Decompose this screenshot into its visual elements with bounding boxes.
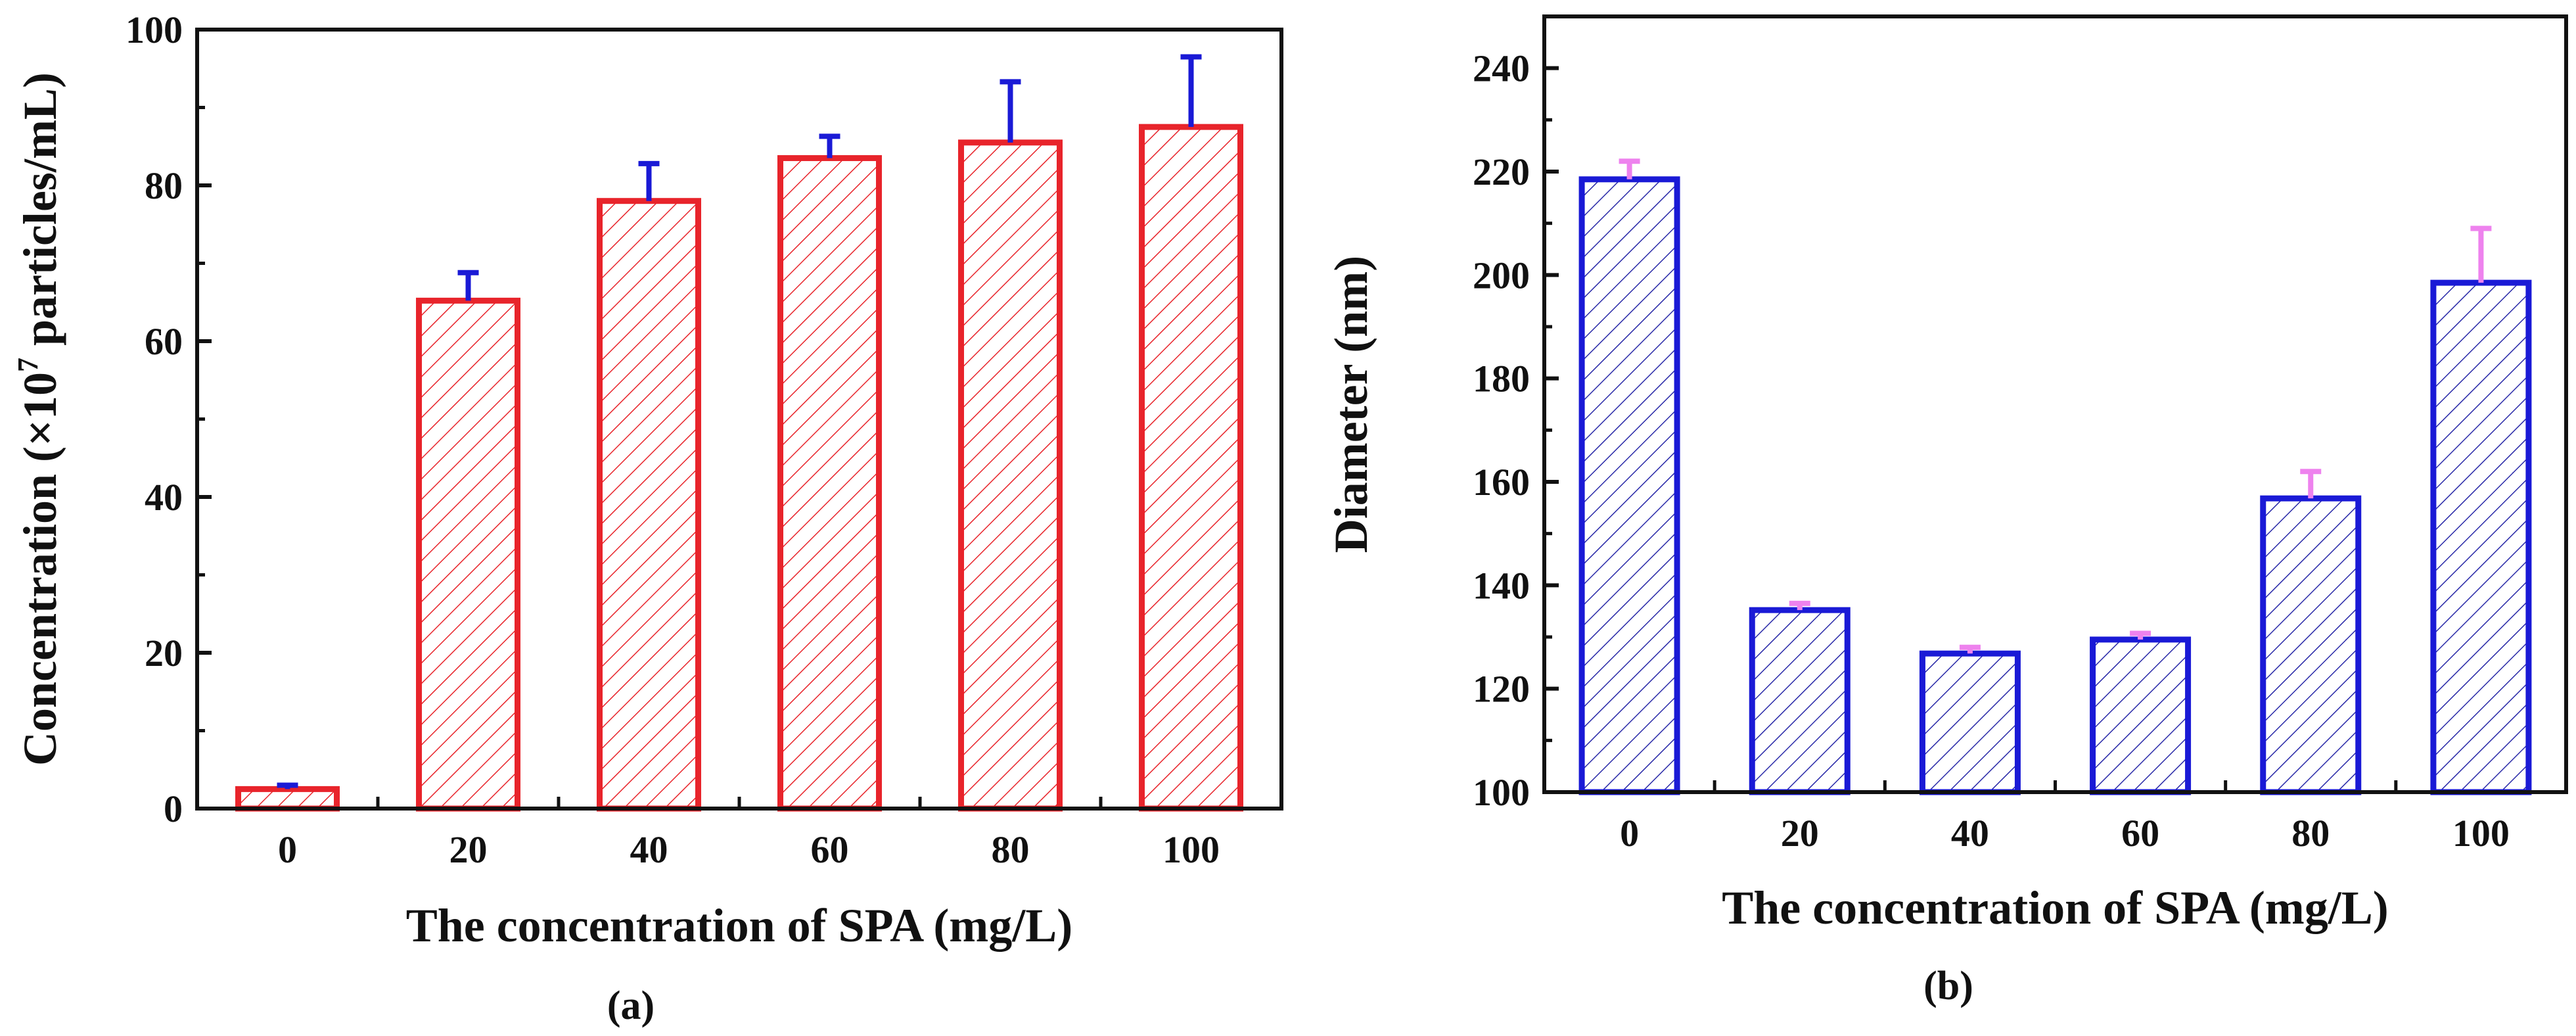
y-axis-title-sup: 7 [12,358,44,372]
x-tick-label-a-100: 100 [1162,828,1220,871]
panel-b: 100 120 140 160 180 200 220 240 0 20 40 60 80 100 The … [1288,0,2576,1036]
y-tick-label-b-140: 140 [1473,564,1530,607]
x-tick-label-a-80: 80 [992,828,1030,871]
x-tick-label-b-40: 40 [1951,812,1989,855]
bar-b-40 [1919,650,2021,795]
y-tick-label-b-160: 160 [1473,461,1530,504]
y-tick-label-b-220: 220 [1473,151,1530,193]
y-axis-title-b: Diameter (nm) [1325,256,1377,553]
x-tick-label-b-0: 0 [1620,812,1639,855]
bar-b-20 [1749,607,1851,795]
panel-label-b: (b) [1923,964,1973,1008]
bar-a-40 [597,198,701,812]
y-axis-title-rest: particles/mL) [14,72,66,358]
bar-a-60 [777,155,882,812]
y-tick-label-a-100: 100 [126,9,183,51]
y-axis-title-main: Concentration (×10 [14,372,66,766]
panel-a: 0 20 40 60 80 100 0 20 40 60 80 100 The concentratio… [12,9,1283,1028]
chart-b: 100 120 140 160 180 200 220 240 0 20 40 60 80 100 The … [1325,14,2568,1008]
bar-a-80 [958,139,1063,812]
y-tick-label-b-200: 200 [1473,254,1530,296]
bar-a-20 [416,297,520,812]
y-axis-title-a: Concentration (×107 particles/mL) [12,72,66,766]
y-tick-label-a-60: 60 [145,320,183,363]
x-axis-title-a: The concentration of SPA (mg/L) [406,899,1073,952]
x-axis-title-b: The concentration of SPA (mg/L) [1722,882,2389,934]
chart-a: 0 20 40 60 80 100 0 20 40 60 80 100 The concentratio… [12,9,1283,1028]
y-tick-label-a-40: 40 [145,476,183,519]
bar-b-0 [1578,176,1680,795]
x-tick-label-b-20: 20 [1781,812,1819,855]
y-tick-label-a-80: 80 [145,164,183,207]
x-tick-label-b-60: 60 [2121,812,2159,855]
y-tick-label-b-120: 120 [1473,668,1530,711]
x-tick-label-a-20: 20 [449,828,488,871]
x-tick-label-a-0: 0 [278,828,297,871]
y-tick-label-b-180: 180 [1473,358,1530,400]
axes-frame-a [195,28,1283,811]
bar-a-100 [1139,124,1243,812]
y-tick-label-b-240: 240 [1473,47,1530,90]
bar-b-100 [2430,279,2532,795]
bar-b-60 [2090,636,2192,795]
x-tick-label-b-100: 100 [2452,812,2510,855]
panel-label-a: (a) [607,983,655,1028]
bar-a-0 [235,786,340,812]
x-tick-label-a-40: 40 [630,828,668,871]
axes-frame-b [1542,14,2568,794]
y-tick-label-b-100: 100 [1473,771,1530,814]
y-tick-label-a-0: 0 [164,788,183,830]
x-tick-label-a-60: 60 [811,828,849,871]
bar-b-80 [2260,495,2362,795]
y-tick-label-a-20: 20 [145,632,183,674]
x-tick-label-b-80: 80 [2291,812,2330,855]
